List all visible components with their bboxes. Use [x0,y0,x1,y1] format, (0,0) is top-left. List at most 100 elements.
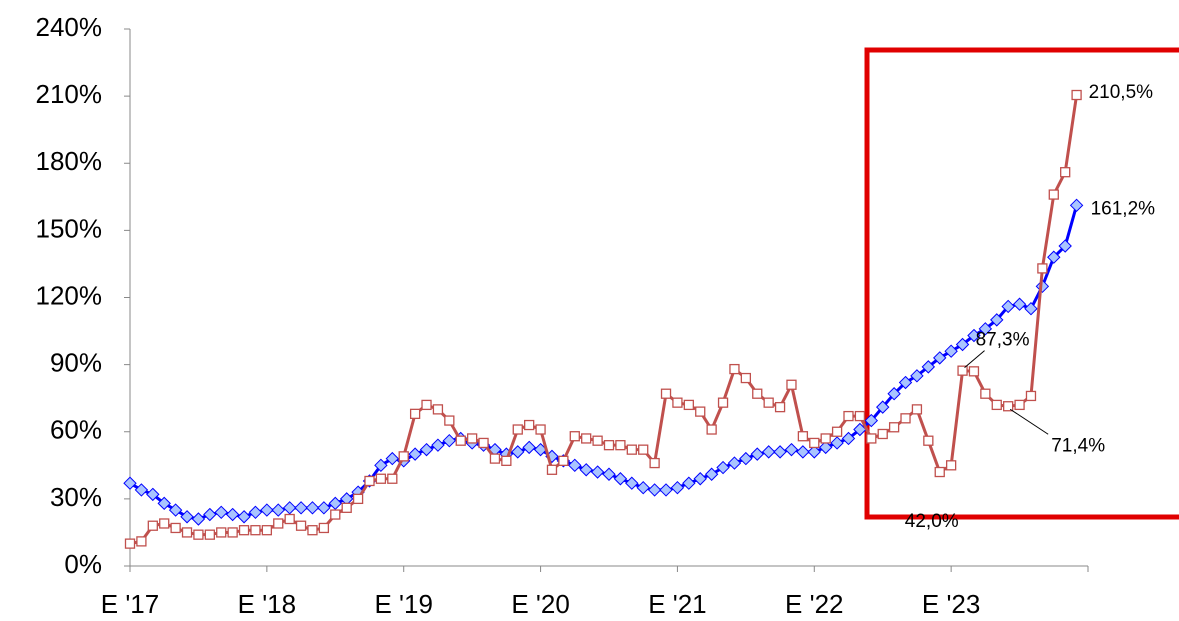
marker [1025,390,1037,402]
marker [704,467,719,481]
marker [524,419,535,431]
marker [638,444,649,455]
marker [501,455,512,466]
marker [729,363,740,375]
y-tick-label: 210% [36,79,103,109]
y-tick-label: 90% [50,348,102,378]
y-tick-label: 120% [36,280,103,310]
marker [866,433,877,444]
marker [170,522,181,534]
marker [750,447,764,461]
marker [328,496,342,511]
marker [225,507,240,522]
marker [900,413,911,424]
marker [273,518,284,529]
marker [672,397,683,408]
marker [888,422,900,433]
marker [649,457,660,469]
x-tick-label: E '22 [785,589,843,619]
y-tick-label: 60% [50,415,102,445]
marker [944,344,958,358]
marker [375,473,387,484]
marker [615,440,626,451]
marker [147,520,158,531]
marker [535,424,546,435]
marker [898,375,913,390]
marker [592,435,603,446]
marker [558,455,569,466]
marker [773,445,787,459]
marker [911,404,923,415]
marker [921,360,936,374]
marker [271,503,285,517]
marker [590,465,605,479]
marker [934,466,945,478]
marker [818,440,833,455]
marker [216,527,227,538]
marker [227,527,238,538]
marker [807,445,821,459]
marker [693,472,707,486]
marker [364,475,375,487]
marker [134,483,149,497]
marker [250,525,261,536]
y-tick-label: 0% [64,549,102,579]
marker [864,413,879,428]
marker [830,436,844,450]
x-tick-label: E '19 [374,589,432,619]
marker [887,387,901,401]
data-label: 161,2% [1091,198,1156,219]
marker [602,467,616,481]
marker [1071,89,1082,101]
x-tick-label: E '21 [648,589,706,619]
marker [797,431,809,442]
marker [317,501,331,515]
marker [352,493,364,505]
marker [318,522,330,534]
marker [419,442,434,457]
marker [695,406,706,417]
marker [647,483,662,497]
marker [739,451,753,466]
marker [408,447,422,461]
marker [455,435,466,446]
marker [1012,297,1027,311]
marker [740,372,752,384]
marker [659,483,673,497]
marker [581,433,592,444]
marker [124,538,136,549]
marker [294,501,308,515]
marker [968,366,980,377]
marker [146,487,160,502]
marker [910,369,924,383]
marker [843,410,854,422]
marker [716,460,730,475]
marker [568,458,582,473]
marker [683,399,694,411]
marker [1024,301,1038,316]
marker [625,476,639,490]
marker [478,437,489,449]
marker [761,445,776,459]
marker [774,401,786,413]
marker [945,460,957,471]
marker [796,445,810,459]
marker [1048,189,1059,200]
highlight-box [864,47,1179,520]
marker [877,428,888,440]
marker [603,440,615,451]
marker [238,525,250,536]
marker [466,433,478,444]
marker [123,476,137,490]
y-tick-label: 240% [36,12,103,42]
marker [157,496,171,511]
data-label: 71,4% [1051,435,1105,456]
leader-line [964,350,985,369]
marker [636,480,650,495]
marker [1003,401,1014,412]
marker [980,388,991,399]
marker [853,422,867,437]
y-tick-label: 30% [50,482,102,512]
marker [248,505,263,520]
marker [784,442,799,457]
